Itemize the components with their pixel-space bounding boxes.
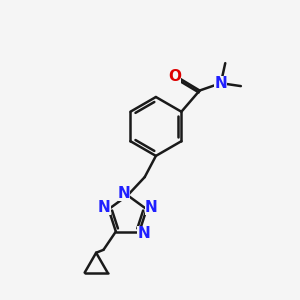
Text: N: N: [214, 76, 227, 91]
Text: N: N: [145, 200, 158, 215]
Text: N: N: [98, 200, 110, 215]
Text: N: N: [118, 186, 130, 201]
Text: N: N: [137, 226, 150, 241]
Text: O: O: [168, 69, 181, 84]
